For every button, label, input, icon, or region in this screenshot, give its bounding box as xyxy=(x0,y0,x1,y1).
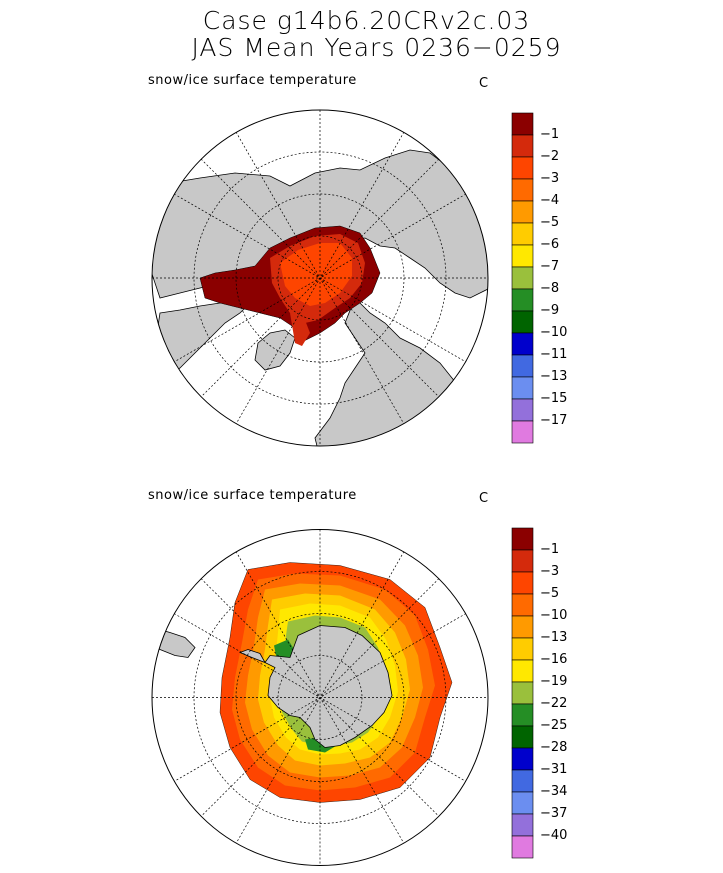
colorbar-swatch xyxy=(511,266,534,290)
colorbar-swatch xyxy=(511,703,534,727)
colorbar-swatch xyxy=(511,376,534,400)
colorbar-label: −2 xyxy=(540,149,560,164)
colorbar-label: −40 xyxy=(540,828,568,843)
colorbar-label: −22 xyxy=(540,696,568,711)
colorbar-swatch xyxy=(511,835,534,859)
colorbar-label: −9 xyxy=(540,303,560,318)
colorbar-swatch xyxy=(511,637,534,661)
colorbar-label: −4 xyxy=(540,193,560,208)
colorbar-swatch xyxy=(511,527,534,551)
colorbar-label: −5 xyxy=(540,215,560,230)
colorbar-swatch xyxy=(511,813,534,837)
colorbar-swatch xyxy=(511,725,534,749)
colorbar-boxes xyxy=(511,527,534,859)
colorbar-swatch xyxy=(511,769,534,793)
colorbar-swatch xyxy=(511,310,534,334)
north-units-label: C xyxy=(479,76,489,91)
colorbar-label: −10 xyxy=(540,325,568,340)
north-variable-label: snow/ice surface temperature xyxy=(148,73,357,88)
colorbar-label: −28 xyxy=(540,740,568,755)
figure-title-line2: JAS Mean Years 0236−0259 xyxy=(191,33,562,62)
colorbar-swatch xyxy=(511,222,534,246)
colorbar-swatch xyxy=(511,615,534,639)
colorbar-label: −8 xyxy=(540,281,560,296)
colorbar-swatch xyxy=(511,332,534,356)
north-seaice-baffin xyxy=(290,313,310,346)
figure-title-line1: Case g14b6.20CRv2c.03 xyxy=(202,6,531,35)
colorbar-label: −34 xyxy=(540,784,568,799)
colorbar-swatch xyxy=(511,112,534,136)
south-units-label: C xyxy=(479,491,489,506)
colorbar-label: −25 xyxy=(540,718,568,733)
north-land-greenland xyxy=(254,329,296,371)
colorbar-swatch xyxy=(511,134,534,158)
colorbar-label: −11 xyxy=(540,347,568,362)
south-variable-label: snow/ice surface temperature xyxy=(148,488,357,503)
colorbar-label: −7 xyxy=(540,259,560,274)
colorbar-label: −15 xyxy=(540,391,568,406)
colorbar-swatch xyxy=(511,354,534,378)
colorbar-label: −10 xyxy=(540,608,568,623)
north-seaice-core xyxy=(280,243,352,306)
colorbar-swatch xyxy=(511,200,534,224)
colorbar-label: −16 xyxy=(540,652,568,667)
colorbar-swatch xyxy=(511,244,534,268)
colorbar-label: −17 xyxy=(540,413,568,428)
colorbar-label: −13 xyxy=(540,369,568,384)
colorbar-swatch xyxy=(511,791,534,815)
north-polar-map xyxy=(151,109,489,447)
colorbar-swatch xyxy=(511,747,534,771)
colorbar-swatch xyxy=(511,156,534,180)
colorbar-boxes xyxy=(511,112,534,444)
colorbar-swatch xyxy=(511,398,534,422)
colorbar-label: −3 xyxy=(540,171,560,186)
colorbar-swatch xyxy=(511,659,534,683)
colorbar-swatch xyxy=(511,420,534,444)
colorbar-swatch xyxy=(511,571,534,595)
colorbar-label: −13 xyxy=(540,630,568,645)
colorbar-label: −3 xyxy=(540,564,560,579)
colorbar-label: −19 xyxy=(540,674,568,689)
colorbar-label: −1 xyxy=(540,542,560,557)
colorbar-label: −31 xyxy=(540,762,568,777)
colorbar-swatch xyxy=(511,593,534,617)
south-polar-map xyxy=(151,529,489,866)
colorbar-swatch xyxy=(511,681,534,705)
colorbar-swatch xyxy=(511,288,534,312)
colorbar-swatch xyxy=(511,178,534,202)
colorbar-label: −37 xyxy=(540,806,568,821)
colorbar-label: −6 xyxy=(540,237,560,252)
south-land-peninsula xyxy=(238,649,266,664)
colorbar-swatch xyxy=(511,549,534,573)
colorbar-label: −1 xyxy=(540,127,560,142)
colorbar-label: −5 xyxy=(540,586,560,601)
